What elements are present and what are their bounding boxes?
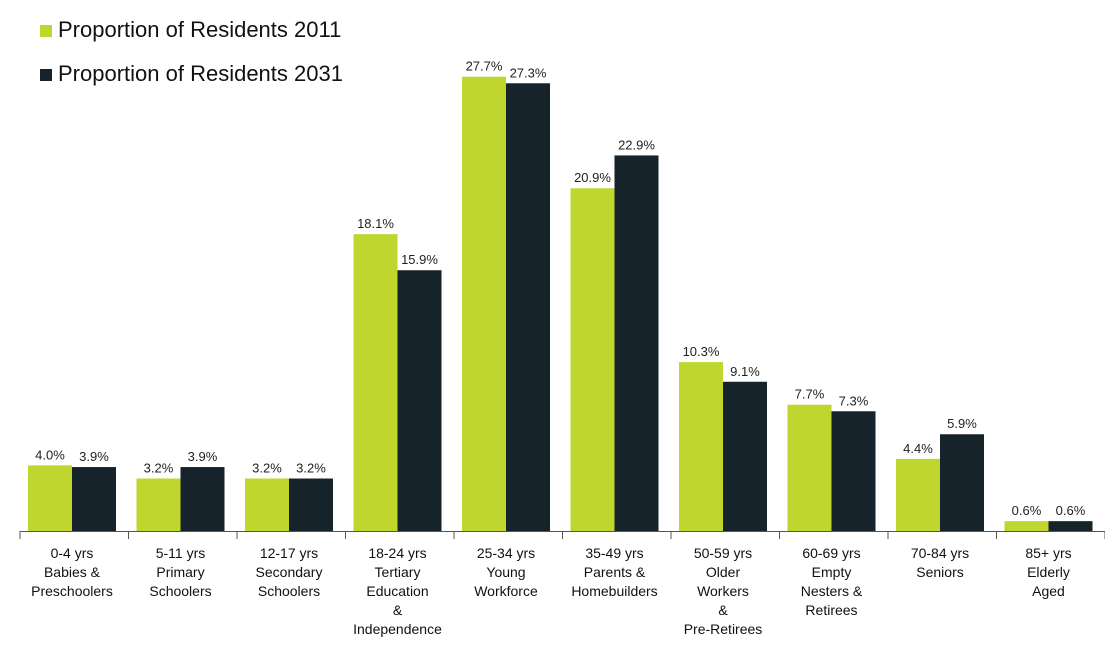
category-label-line: 25-34 yrs [477,545,535,561]
category-label-9: 70-84 yrs Seniors [911,545,969,580]
category-label-line: 5-11 yrs [156,545,206,561]
bar-s2-c2 [180,467,225,531]
category-label-line: Independence [353,621,442,637]
category-label-line: Homebuilders [571,583,657,599]
bar-s2-c4 [397,270,442,531]
bar-s1-c5 [462,76,506,531]
bar-s1-c9 [896,458,940,531]
data-label-s1-c4: 18.1% [357,216,394,231]
data-label-s2-c4: 15.9% [401,252,438,267]
data-label-s2-c1: 3.9% [79,449,109,464]
category-label-5: 25-34 yrs Young Workforce [474,545,538,599]
category-label-line: Babies & [44,564,101,580]
data-labels-group: 4.0% 3.9% 3.2% 3.9% 3.2% 3.2% 18.1% 15.9% 27.7% 2… [35,59,1086,518]
category-label-1: 0-4 yrs Babies & Preschoolers [31,545,113,599]
category-label-line: Aged [1032,583,1065,599]
data-label-s2-c3: 3.2% [296,461,326,476]
category-label-line: Tertiary [375,564,421,580]
category-label-4: 18-24 yrs Tertiary Education & Independence [353,545,442,637]
category-label-line: 60-69 yrs [802,545,860,561]
data-label-s2-c6: 22.9% [618,137,655,152]
data-label-s1-c5: 27.7% [466,59,503,74]
data-label-s1-c8: 7.7% [795,387,825,402]
bar-s2-c3 [289,478,333,531]
category-label-line: & [393,602,403,618]
data-label-s1-c2: 3.2% [144,461,174,476]
category-label-2: 5-11 yrs Primary Schoolers [149,545,211,599]
data-label-s2-c5: 27.3% [510,65,547,80]
data-label-s2-c7: 9.1% [730,364,760,379]
category-label-3: 12-17 yrs Secondary Schoolers [256,545,323,599]
data-label-s1-c10: 0.6% [1012,503,1042,518]
category-label-line: Elderly [1027,564,1070,580]
category-label-line: Nesters & [801,583,863,599]
category-label-line: Schoolers [149,583,211,599]
bar-s1-c2 [136,478,181,531]
bar-s2-c8 [831,411,876,531]
category-label-line: Young [486,564,525,580]
category-label-line: Preschoolers [31,583,113,599]
data-label-s1-c7: 10.3% [683,344,720,359]
category-label-6: 35-49 yrs Parents & Homebuilders [571,545,657,599]
data-label-s2-c9: 5.9% [947,416,977,431]
legend-label-1: Proportion of Residents 2011 [58,17,341,42]
category-label-10: 85+ yrs Elderly Aged [1025,545,1071,599]
category-label-line: Workforce [474,583,538,599]
category-label-line: Secondary [256,564,323,580]
category-label-line: 18-24 yrs [368,545,426,561]
x-ticks-group [19,531,1105,539]
category-label-line: Education [366,583,428,599]
legend-label-2: Proportion of Residents 2031 [58,61,343,86]
legend-swatch-1 [40,25,52,37]
bar-s2-c10 [1048,521,1093,531]
data-label-s1-c1: 4.0% [35,447,65,462]
category-label-line: 12-17 yrs [260,545,318,561]
bar-s1-c7 [679,362,723,531]
legend: Proportion of Residents 2011 Proportion o… [40,17,343,86]
bar-s1-c6 [570,188,615,532]
bars-group [28,76,1093,532]
bar-s1-c8 [787,404,832,531]
data-label-s2-c2: 3.9% [188,449,218,464]
bar-s2-c6 [614,155,659,531]
data-label-s1-c9: 4.4% [903,441,933,456]
bar-s1-c3 [245,478,289,531]
category-label-line: Parents & [584,564,646,580]
data-label-s2-c8: 7.3% [839,393,869,408]
bar-s1-c10 [1004,521,1049,531]
category-label-line: & [718,602,728,618]
bar-s2-c5 [506,83,550,531]
category-labels-group: 0-4 yrs Babies & Preschoolers 5-11 yrs Prima… [31,545,1072,637]
data-label-s2-c10: 0.6% [1056,503,1086,518]
data-label-s1-c3: 3.2% [252,461,282,476]
category-label-line: Retirees [805,602,857,618]
category-label-line: Seniors [916,564,963,580]
bar-s2-c1 [72,467,116,531]
bar-s1-c4 [353,234,398,531]
category-label-8: 60-69 yrs Empty Nesters & Retirees [801,545,863,618]
data-label-s1-c6: 20.9% [574,170,611,185]
category-label-line: Workers [697,583,749,599]
category-label-line: 0-4 yrs [51,545,94,561]
category-label-7: 50-59 yrs Older Workers & Pre-Retirees [684,545,763,637]
bar-s2-c7 [723,381,767,531]
category-label-line: Pre-Retirees [684,621,763,637]
category-label-line: Older [706,564,741,580]
category-label-line: Empty [812,564,852,580]
category-label-line: 35-49 yrs [585,545,643,561]
category-label-line: 85+ yrs [1025,545,1071,561]
category-label-line: 70-84 yrs [911,545,969,561]
category-label-line: 50-59 yrs [694,545,752,561]
bar-s1-c1 [28,465,72,531]
category-label-line: Primary [156,564,204,580]
category-label-line: Schoolers [258,583,320,599]
bar-s2-c9 [940,434,984,531]
legend-swatch-2 [40,69,52,81]
